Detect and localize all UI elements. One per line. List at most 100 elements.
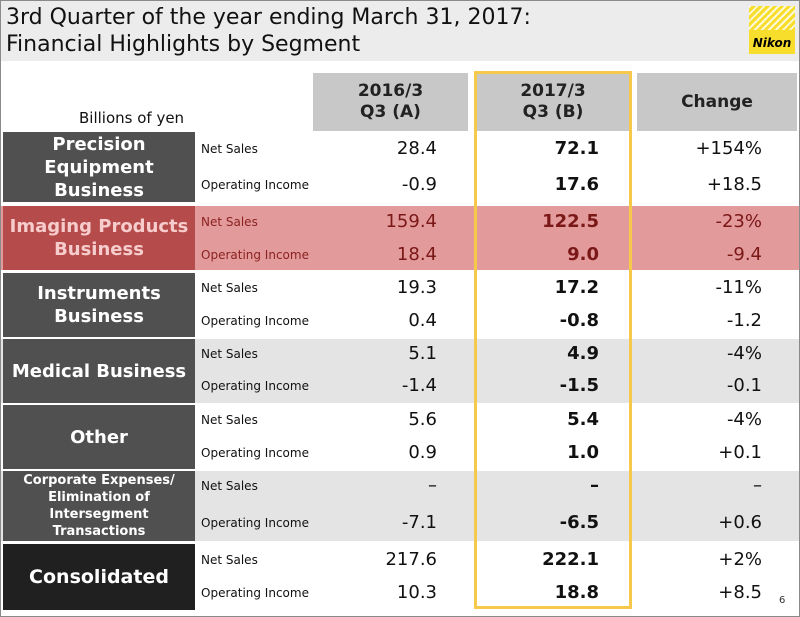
row-label: Net Sales [201,479,258,493]
value-2016: 5.1 [408,343,437,364]
value-2017: -6.5 [559,512,599,533]
segment-imaging-products: Imaging Products Business [3,206,195,270]
value-2017: 18.8 [554,582,599,603]
segment-name: Other [70,426,128,448]
row-label: Net Sales [201,553,258,567]
table-row: Net Sales 28.4 72.1 +154% [197,133,797,165]
column-header-2017-line-2: Q3 (B) [522,102,584,122]
value-change: -23% [715,211,762,232]
value-2017: 1.0 [567,442,599,463]
column-header-2017: 2017/3 Q3 (B) [477,73,629,131]
row-label: Net Sales [201,281,258,295]
row-label: Net Sales [201,413,258,427]
value-2016: 10.3 [396,582,437,603]
value-2017: 72.1 [554,138,599,159]
value-change: -4% [726,409,762,430]
value-2017: -1.5 [559,375,599,396]
row-label: Net Sales [201,347,258,361]
segment-name: Corporate Expenses/ Elimination of Inter… [23,473,175,539]
segment-name: Instruments Business [37,283,161,327]
table-row: Operating Income 0.4 -0.8 -1.2 [197,305,797,337]
units-label: Billions of yen [79,109,185,127]
value-2016: 28.4 [396,138,437,159]
row-label: Operating Income [201,314,309,328]
table-row: Operating Income 0.9 1.0 +0.1 [197,437,797,469]
value-2016: 18.4 [396,244,437,265]
value-2016: 0.4 [408,310,437,331]
value-change: +154% [695,138,762,159]
column-header-2017-line-1: 2017/3 [520,81,586,101]
value-change: +0.6 [718,512,762,533]
value-change: -11% [715,277,762,298]
value-2017: 122.5 [542,211,599,232]
value-2017: -0.8 [559,310,599,331]
segment-name: Precision Equipment Business [44,133,154,201]
table-row: Net Sales 159.4 122.5 -23% [197,206,797,238]
segment-name: Imaging Products Business [9,216,189,260]
column-header-2016-line-2: Q3 (A) [360,102,421,122]
value-change: +2% [718,549,762,570]
value-2016: 19.3 [396,277,437,298]
row-label: Operating Income [201,248,309,262]
segment-consolidated: Consolidated [3,544,195,610]
column-header-2016: 2016/3 Q3 (A) [313,73,468,131]
value-2017: 5.4 [567,409,599,430]
segment-medical: Medical Business [3,339,195,403]
table-row: Operating Income -0.9 17.6 +18.5 [197,169,797,201]
value-2016: 0.9 [408,442,437,463]
table-row: Operating Income -7.1 -6.5 +0.6 [197,507,797,539]
segment-name: Consolidated [29,565,169,588]
table-row: Operating Income 10.3 18.8 +8.5 [197,577,797,609]
column-header-change-label: Change [681,91,753,112]
table-row: Net Sales – – – [197,470,797,502]
row-label: Operating Income [201,379,309,393]
table-row: Operating Income 18.4 9.0 -9.4 [197,239,797,271]
value-2016: -7.1 [401,512,437,533]
row-label: Operating Income [201,586,309,600]
value-2016: 159.4 [385,211,437,232]
value-2016: -1.4 [401,375,437,396]
value-2016: 217.6 [385,549,437,570]
row-label: Net Sales [201,142,258,156]
segment-corporate-expenses: Corporate Expenses/ Elimination of Inter… [3,471,195,541]
row-label: Operating Income [201,516,309,530]
page-number: 6 [779,595,786,606]
value-2017: 222.1 [542,549,599,570]
logo-stripes [749,6,795,30]
nikon-logo: Nikon [749,6,795,54]
segment-other: Other [3,405,195,469]
column-header-2016-line-1: 2016/3 [357,81,424,101]
slide-title-line-2: Financial Highlights by Segment [6,32,361,57]
segment-instruments: Instruments Business [3,273,195,337]
value-change: +0.1 [718,442,762,463]
table-row: Operating Income -1.4 -1.5 -0.1 [197,370,797,402]
segment-name: Medical Business [11,360,187,382]
value-change: -4% [726,343,762,364]
value-change: +8.5 [718,582,762,603]
value-2016: – [428,475,437,496]
table-row: Net Sales 19.3 17.2 -11% [197,272,797,304]
value-change: +18.5 [706,174,762,195]
table-row: Net Sales 5.1 4.9 -4% [197,338,797,370]
value-change: -9.4 [726,244,762,265]
row-label: Operating Income [201,446,309,460]
value-2017: 17.2 [554,277,599,298]
row-label: Net Sales [201,215,258,229]
value-change: -1.2 [726,310,762,331]
value-change: -0.1 [726,375,762,396]
table-row: Net Sales 5.6 5.4 -4% [197,404,797,436]
row-label: Operating Income [201,178,309,192]
value-2017: 4.9 [567,343,599,364]
table-row: Net Sales 217.6 222.1 +2% [197,544,797,576]
slide-title-line-1: 3rd Quarter of the year ending March 31,… [6,5,531,30]
value-change: – [753,475,762,496]
logo-text: Nikon [752,36,792,50]
value-2017: – [590,475,599,496]
column-header-change: Change [637,73,797,131]
value-2017: 17.6 [554,174,599,195]
segment-precision-equipment: Precision Equipment Business [3,132,195,202]
value-2016: 5.6 [408,409,437,430]
title-bar: 3rd Quarter of the year ending March 31,… [1,1,799,61]
value-2016: -0.9 [401,174,437,195]
